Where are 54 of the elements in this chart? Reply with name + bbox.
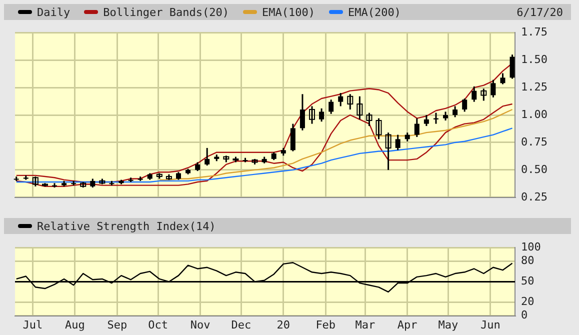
legend-label: Relative Strength Index(14) (36, 220, 216, 232)
legend-label: EMA(100) (260, 6, 315, 18)
y-tick-label: 80 (521, 254, 534, 268)
y-tick-label: 0 (521, 308, 528, 322)
candlestick (510, 54, 515, 80)
candlestick (366, 112, 372, 127)
y-tick-label: 0.75 (521, 135, 548, 148)
x-tick-label: Jun (480, 318, 500, 332)
candlestick (433, 112, 438, 125)
x-tick-label: Nov (190, 318, 211, 332)
x-tick-label: Mar (355, 318, 376, 332)
x-tick-label: May (438, 318, 459, 332)
y-tick-label: 0.50 (521, 162, 548, 176)
legend-label: EMA(200) (346, 6, 401, 18)
y-tick-label: 1.00 (521, 108, 548, 121)
candlestick (300, 93, 305, 132)
candlestick (32, 176, 38, 188)
x-tick-label: Oct (148, 318, 168, 332)
candlestick (452, 105, 458, 118)
candlestick (490, 79, 496, 98)
candlestick (395, 134, 400, 151)
candlestick (356, 96, 363, 120)
y-tick-label: 1.75 (521, 25, 548, 38)
y-tick-label: 20 (521, 295, 534, 308)
candlestick (480, 88, 487, 102)
candlestick (414, 118, 420, 138)
candlestick (424, 114, 429, 127)
legend-label: Bollinger Bands(20) (102, 6, 229, 18)
candlestick (309, 105, 316, 125)
candlestick (319, 108, 324, 122)
x-tick-label: Sep (107, 318, 128, 332)
y-tick-label: 1.25 (521, 80, 548, 94)
x-tick-label: 20 (276, 318, 290, 332)
candlestick (347, 93, 354, 110)
candlestick (376, 118, 382, 140)
x-tick-label: Dec (231, 318, 252, 332)
candlestick (290, 123, 296, 152)
x-tick-label: Aug (65, 318, 85, 332)
candlestick (472, 86, 477, 103)
candlestick (462, 98, 468, 112)
y-tick-label: 1.50 (521, 52, 548, 66)
y-tick-label: 100 (521, 240, 541, 254)
chart-title: Daily (36, 6, 70, 18)
x-tick-label: Apr (397, 318, 418, 332)
y-tick-label: 50 (521, 274, 534, 288)
candlestick (204, 147, 210, 166)
candlestick (500, 72, 506, 85)
candlestick (338, 92, 344, 107)
x-tick-label: Jul (22, 318, 43, 332)
candlestick (328, 98, 334, 115)
text: 6/17/20 (516, 6, 563, 18)
x-tick-label: Feb (316, 318, 336, 332)
y-tick-label: 0.25 (521, 190, 548, 204)
candlestick (385, 132, 392, 171)
